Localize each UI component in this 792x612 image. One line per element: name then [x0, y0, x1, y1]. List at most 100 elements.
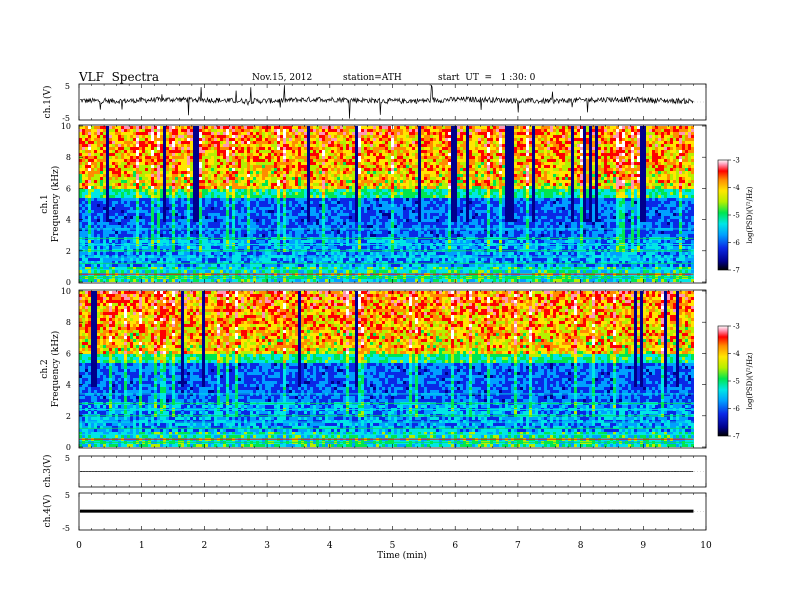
spectrogram-cell	[196, 159, 199, 162]
spectrogram-cell	[157, 138, 160, 141]
spectrogram-cell	[163, 219, 166, 222]
spectrogram-cell	[193, 174, 196, 177]
spectrogram-cell	[100, 258, 103, 261]
spectrogram-cell	[358, 159, 361, 162]
spectrogram-cell	[145, 279, 148, 282]
spectrogram-cell	[301, 207, 304, 210]
spectrogram-cell	[307, 159, 310, 162]
spectrogram-cell	[106, 144, 109, 147]
spectrogram-cell	[151, 258, 154, 261]
spectrogram-cell	[181, 204, 184, 207]
spectrogram-cell	[304, 252, 307, 255]
spectrogram-cell	[286, 270, 289, 273]
spectrogram-cell	[97, 234, 100, 237]
spectrogram-cell	[190, 246, 193, 249]
spectrogram-cell	[121, 129, 124, 132]
spectrogram-cell	[151, 174, 154, 177]
spectrogram-cell	[112, 216, 115, 219]
spectrogram-cell	[217, 138, 220, 141]
spectrogram-cell	[346, 222, 349, 225]
spectrogram-cell	[190, 177, 193, 180]
spectrogram-cell	[286, 141, 289, 144]
spectrogram-cell	[181, 177, 184, 180]
spectrogram-cell	[208, 126, 211, 129]
spectrogram-cell	[151, 129, 154, 132]
spectrogram-cell	[286, 156, 289, 159]
spectrogram-cell	[151, 198, 154, 201]
spectrogram-cell	[301, 216, 304, 219]
spectrogram-cell	[307, 234, 310, 237]
spectrogram-cell	[97, 225, 100, 228]
spectrogram-cell	[340, 183, 343, 186]
spectrogram-cell	[244, 225, 247, 228]
spectrogram-cell	[205, 231, 208, 234]
spectrogram-cell	[181, 234, 184, 237]
spectrogram-cell	[208, 210, 211, 213]
spectrogram-cell	[241, 156, 244, 159]
spectrogram-cell	[202, 198, 205, 201]
spectrogram-cell	[109, 267, 112, 270]
spectrogram-cell	[178, 147, 181, 150]
spectrogram-cell	[103, 219, 106, 222]
spectrogram-cell	[157, 252, 160, 255]
spectrogram-cell	[361, 210, 364, 213]
spectrogram-cell	[121, 141, 124, 144]
spectrogram-cell	[229, 219, 232, 222]
spectrogram-cell	[301, 219, 304, 222]
spectrogram-cell	[268, 162, 271, 165]
spectrogram-cell	[232, 279, 235, 282]
spectrogram-cell	[211, 195, 214, 198]
spectrogram-cell	[193, 201, 196, 204]
spectrogram-cell	[223, 189, 226, 192]
spectrogram-cell	[295, 204, 298, 207]
spectrogram-cell	[256, 141, 259, 144]
spectrogram-cell	[232, 261, 235, 264]
spectrogram-cell	[298, 198, 301, 201]
spectrogram-cell	[100, 144, 103, 147]
spectrogram-cell	[229, 222, 232, 225]
spectrogram-cell	[181, 129, 184, 132]
spectrogram-cell	[274, 279, 277, 282]
spectrogram-cell	[187, 126, 190, 129]
spectrogram-cell	[316, 213, 319, 216]
spectrogram-cell	[193, 141, 196, 144]
spectrogram-cell	[283, 207, 286, 210]
spectrogram-cell	[268, 150, 271, 153]
spectrogram-cell	[241, 186, 244, 189]
spectrogram-cell	[184, 198, 187, 201]
spectrogram-cell	[283, 162, 286, 165]
spectrogram-cell	[298, 219, 301, 222]
spectrogram-cell	[184, 207, 187, 210]
spectrogram-cell	[187, 207, 190, 210]
spectrogram-cell	[157, 147, 160, 150]
spectrogram-cell	[274, 240, 277, 243]
spectrogram-cell	[361, 264, 364, 267]
spectrogram-cell	[205, 144, 208, 147]
spectrogram-cell	[166, 177, 169, 180]
spectrogram-cell	[295, 279, 298, 282]
spectrogram-cell	[130, 132, 133, 135]
spectrogram-cell	[304, 186, 307, 189]
spectrogram-cell	[196, 270, 199, 273]
spectrogram-cell	[358, 183, 361, 186]
spectrogram-cell	[91, 153, 94, 156]
spectrogram-cell	[352, 192, 355, 195]
spectrogram-cell	[211, 213, 214, 216]
spectrogram-cell	[295, 255, 298, 258]
spectrogram-cell	[202, 150, 205, 153]
spectrogram-cell	[322, 192, 325, 195]
spectrogram-cell	[283, 165, 286, 168]
spectrogram-cell	[355, 192, 358, 195]
spectrogram-cell	[304, 153, 307, 156]
spectrogram-cell	[301, 174, 304, 177]
spectrogram-cell	[295, 219, 298, 222]
spectrogram-cell	[343, 228, 346, 231]
spectrogram-cell	[256, 231, 259, 234]
spectrogram-cell	[337, 240, 340, 243]
spectrogram-cell	[277, 150, 280, 153]
spectrogram-cell	[214, 126, 217, 129]
spectrogram-cell	[310, 192, 313, 195]
spectrogram-cell	[253, 255, 256, 258]
spectrogram-cell	[355, 225, 358, 228]
spectrogram-cell	[244, 198, 247, 201]
